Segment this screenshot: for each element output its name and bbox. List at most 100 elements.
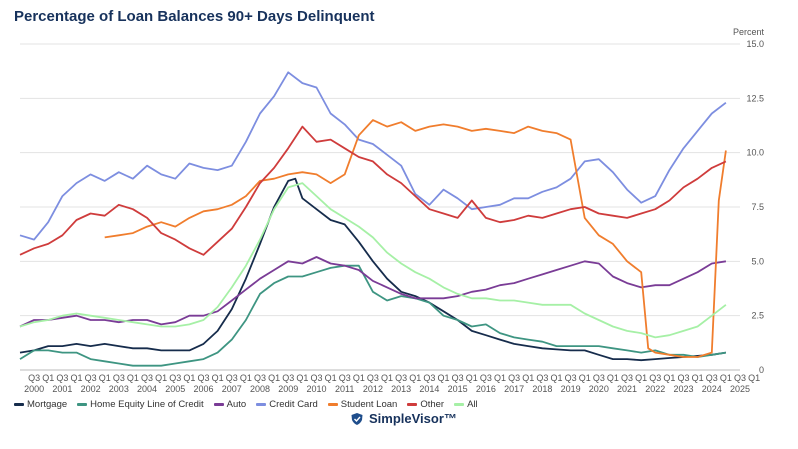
x-tick-year: 2020 (589, 384, 609, 394)
x-tick-quarter: Q1 (183, 373, 195, 383)
x-tick-year: 2019 (561, 384, 581, 394)
x-tick-quarter: Q3 (254, 373, 266, 383)
y-tick-label: 15.0 (746, 39, 764, 49)
series-line-mortgage (19, 177, 727, 362)
legend-label: Mortgage (27, 399, 68, 410)
x-tick-quarter: Q1 (325, 373, 337, 383)
legend-item[interactable]: Auto (213, 399, 247, 410)
series-line-student-loan (104, 119, 727, 358)
x-tick-quarter: Q3 (423, 373, 435, 383)
x-tick-year: 2023 (674, 384, 694, 394)
shield-icon (351, 412, 363, 425)
y-tick-label: 10.0 (746, 148, 764, 158)
x-tick-year: 2001 (52, 384, 72, 394)
x-tick-quarter: Q3 (452, 373, 464, 383)
series-line-auto (19, 256, 727, 328)
series-line-credit-card (19, 71, 727, 241)
x-tick-year: 2015 (448, 384, 468, 394)
x-tick-quarter: Q1 (522, 373, 534, 383)
legend-swatch (213, 403, 224, 406)
legend-label: Auto (226, 399, 247, 410)
x-tick-quarter: Q3 (56, 373, 68, 383)
x-tick-year: 2003 (109, 384, 129, 394)
y-axis: 0 2.5 5.0 7.5 10.0 12.5 15.0 (746, 39, 764, 375)
chart-title: Percentage of Loan Balances 90+ Days Del… (14, 8, 375, 25)
x-tick-quarter: Q1 (99, 373, 111, 383)
legend-swatch (256, 403, 267, 406)
x-tick-quarter: Q1 (212, 373, 224, 383)
chart-grid (20, 43, 740, 371)
x-tick-quarter: Q1 (268, 373, 280, 383)
series-line-all (19, 182, 727, 339)
x-tick-quarter: Q3 (678, 373, 690, 383)
x-tick-quarter: Q1 (720, 373, 732, 383)
x-tick-quarter: Q3 (367, 373, 379, 383)
x-tick-quarter: Q3 (508, 373, 520, 383)
legend-item[interactable]: Credit Card (256, 399, 318, 410)
legend-item[interactable]: Home Equity Line of Credit (77, 399, 204, 410)
x-tick-quarter: Q1 (155, 373, 167, 383)
x-tick-year: 2006 (194, 384, 214, 394)
brand-logo: SimpleVisor™ (350, 411, 457, 426)
x-tick-quarter: Q3 (593, 373, 605, 383)
x-tick-quarter: Q1 (296, 373, 308, 383)
legend-swatch (454, 403, 465, 406)
legend-label: Credit Card (269, 399, 318, 410)
legend-swatch (77, 403, 88, 406)
x-tick-quarter: Q1 (353, 373, 365, 383)
x-tick-quarter: Q3 (339, 373, 351, 383)
x-tick-year: 2021 (617, 384, 637, 394)
legend-swatch (327, 403, 338, 406)
x-tick-quarter: Q3 (480, 373, 492, 383)
legend-label: Home Equity Line of Credit (90, 399, 204, 410)
x-tick-quarter: Q1 (438, 373, 450, 383)
y-tick-label: 0 (759, 365, 764, 375)
x-tick-quarter: Q3 (310, 373, 322, 383)
x-tick-year: 2017 (504, 384, 524, 394)
x-tick-quarter: Q3 (226, 373, 238, 383)
series-lines (19, 71, 727, 367)
legend-swatch (14, 403, 24, 406)
x-tick-year: 2008 (250, 384, 270, 394)
legend-item[interactable]: Student Loan (327, 399, 397, 410)
x-tick-year: 2007 (222, 384, 242, 394)
x-tick-quarter: Q1 (466, 373, 478, 383)
x-tick-year: 2002 (81, 384, 101, 394)
legend-item[interactable]: Mortgage (14, 399, 67, 410)
x-tick-quarter: Q1 (579, 373, 591, 383)
x-tick-quarter: Q1 (748, 373, 760, 383)
legend-item[interactable]: All (454, 399, 478, 410)
x-tick-year: 2011 (335, 384, 354, 394)
x-tick-quarter: Q3 (282, 373, 294, 383)
x-tick-quarter: Q3 (706, 373, 718, 383)
legend-item[interactable]: Other (407, 399, 444, 410)
x-tick-quarter: Q3 (198, 373, 210, 383)
x-tick-year: 2018 (532, 384, 552, 394)
y-axis-label: Percent (733, 27, 765, 37)
x-tick-quarter: Q1 (70, 373, 82, 383)
x-tick-quarter: Q3 (734, 373, 746, 383)
x-tick-quarter: Q1 (409, 373, 421, 383)
series-line-other (19, 125, 727, 256)
legend-swatch (407, 403, 418, 406)
x-tick-quarter: Q3 (621, 373, 633, 383)
x-tick-year: 2004 (137, 384, 157, 394)
x-tick-quarter: Q1 (607, 373, 619, 383)
legend-label: Other (420, 399, 445, 410)
x-tick-year: 2009 (278, 384, 298, 394)
y-tick-label: 12.5 (746, 93, 764, 103)
x-tick-year: 2005 (165, 384, 185, 394)
x-tick-quarter: Q3 (141, 373, 153, 383)
x-tick-quarter: Q3 (169, 373, 181, 383)
x-tick-quarter: Q3 (28, 373, 40, 383)
legend-label: All (467, 399, 478, 410)
x-tick-quarter: Q1 (494, 373, 506, 383)
x-tick-quarter: Q3 (395, 373, 407, 383)
x-tick-quarter: Q1 (240, 373, 252, 383)
x-tick-quarter: Q1 (663, 373, 675, 383)
y-tick-label: 2.5 (751, 311, 764, 321)
x-tick-quarter: Q3 (85, 373, 97, 383)
x-tick-quarter: Q1 (635, 373, 647, 383)
y-tick-label: 5.0 (751, 256, 764, 266)
